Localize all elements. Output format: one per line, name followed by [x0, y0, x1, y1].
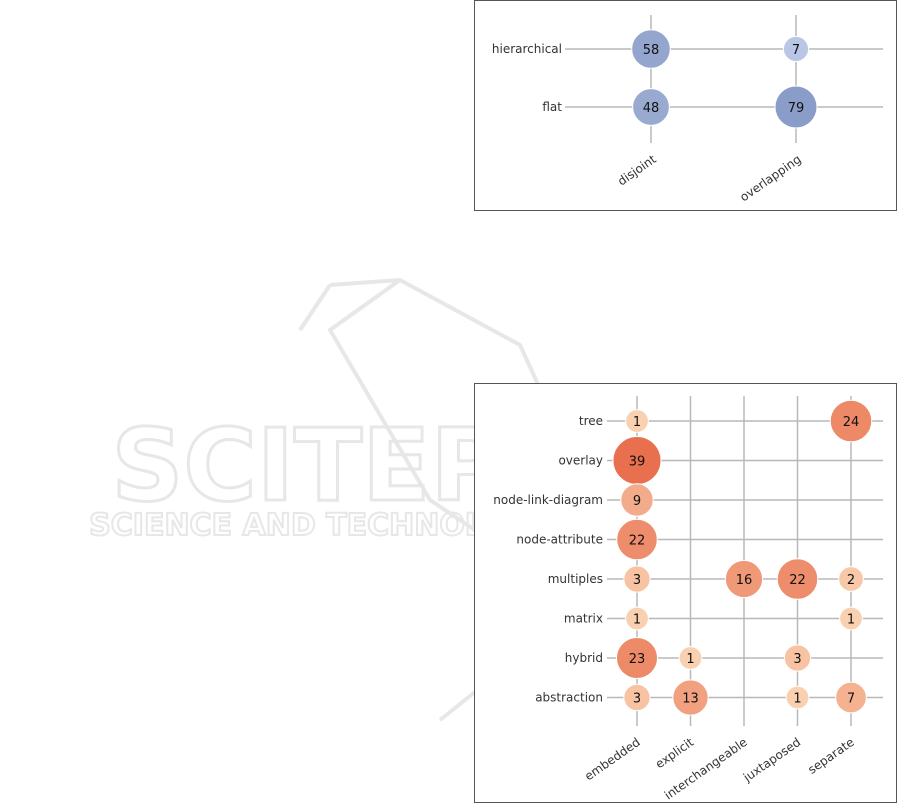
top-value-hierarchical-disjoint: 58: [643, 43, 660, 58]
bottom-bubble-multiples-embedded: [623, 565, 651, 593]
bottom-value-node-attribute-embedded: 22: [629, 534, 646, 549]
bottom-bubble-hybrid-juxtaposed: [783, 644, 812, 672]
bottom-row-label-node-attribute: node-attribute: [516, 533, 603, 547]
bottom-bubble-node-attribute-embedded: [616, 518, 658, 561]
top-bubble-hierarchical-disjoint: [631, 29, 671, 69]
bottom-value-abstraction-separate: 7: [847, 692, 855, 707]
top-row-label-flat: flat: [542, 100, 562, 114]
bottom-row-label-tree: tree: [579, 414, 603, 428]
bottom-value-multiples-separate: 2: [847, 573, 855, 588]
top-value-hierarchical-overlapping: 7: [792, 43, 800, 58]
bottom-bubble-multiples-interchangeable: [724, 559, 764, 599]
bottom-bubble-matrix-separate: [839, 606, 863, 631]
bottom-bubble-tree-separate: [829, 399, 873, 443]
top-bubble-hierarchical-overlapping: [782, 35, 810, 63]
top-bubble-flat-overlapping: [774, 85, 818, 129]
bottom-bubble-multiples-separate: [838, 566, 864, 592]
top-col-label-overlapping: overlapping: [737, 152, 803, 204]
top-value-flat-overlapping: 79: [788, 101, 805, 116]
bottom-value-multiples-juxtaposed: 22: [789, 573, 806, 588]
bubble-matrix-bottom: tree overlay node-link-diagram node-attribu…: [474, 383, 897, 803]
bubble-matrix-top-svg: hierarchical flat disjoint overlapping 58 7 48…: [492, 15, 883, 204]
bottom-bubble-node-link-diagram-embedded: [620, 483, 654, 517]
bottom-bubble-tree-embedded: [625, 409, 649, 433]
bottom-row-label-overlay: overlay: [558, 454, 603, 468]
bottom-bubble-multiples-juxtaposed: [776, 558, 819, 600]
bubble-matrix-bottom-svg: tree overlay node-link-diagram node-attribu…: [493, 396, 883, 802]
bottom-value-abstraction-juxtaposed: 1: [793, 692, 801, 707]
bottom-value-overlay-embedded: 39: [629, 455, 646, 470]
bottom-value-tree-embedded: 1: [633, 415, 641, 430]
bottom-bubble-matrix-embedded: [625, 606, 649, 631]
bottom-value-multiples-embedded: 3: [633, 573, 641, 588]
bottom-col-label-separate: separate: [805, 735, 856, 777]
bottom-row-label-node-link-diagram: node-link-diagram: [493, 493, 603, 507]
bottom-bubble-abstraction-juxtaposed: [785, 685, 810, 710]
bubble-matrix-top: hierarchical flat disjoint overlapping 58 7 48…: [474, 0, 897, 211]
bottom-value-multiples-interchangeable: 16: [736, 573, 753, 588]
bottom-bubble-abstraction-embedded: [623, 683, 651, 712]
bottom-value-hybrid-explicit: 1: [686, 652, 694, 667]
bottom-value-matrix-separate: 1: [847, 613, 855, 628]
top-value-flat-disjoint: 48: [643, 101, 660, 116]
bottom-row-label-multiples: multiples: [548, 572, 603, 586]
top-bubble-flat-disjoint: [632, 88, 670, 126]
bottom-row-label-abstraction: abstraction: [535, 691, 603, 705]
bottom-bubble-hybrid-explicit: [678, 646, 703, 670]
bottom-value-hybrid-juxtaposed: 3: [793, 652, 801, 667]
bottom-row-label-hybrid: hybrid: [565, 651, 603, 665]
bottom-value-abstraction-embedded: 3: [633, 692, 641, 707]
bottom-value-matrix-embedded: 1: [633, 613, 641, 628]
bottom-value-tree-separate: 24: [843, 415, 860, 430]
bottom-value-node-link-diagram-embedded: 9: [633, 494, 641, 509]
top-col-label-disjoint: disjoint: [615, 152, 659, 189]
bottom-bubble-abstraction-explicit: [672, 679, 709, 716]
bottom-row-label-matrix: matrix: [564, 612, 603, 626]
bottom-col-label-embedded: embedded: [582, 735, 643, 783]
bottom-value-hybrid-embedded: 23: [629, 652, 646, 667]
bottom-value-abstraction-explicit: 13: [682, 692, 699, 707]
bottom-col-label-explicit: explicit: [653, 735, 697, 771]
top-row-label-hierarchical: hierarchical: [492, 42, 562, 56]
bottom-bubble-abstraction-separate: [835, 681, 867, 714]
bottom-bubble-hybrid-embedded: [615, 636, 659, 680]
bottom-col-label-juxtaposed: juxtaposed: [740, 735, 803, 785]
